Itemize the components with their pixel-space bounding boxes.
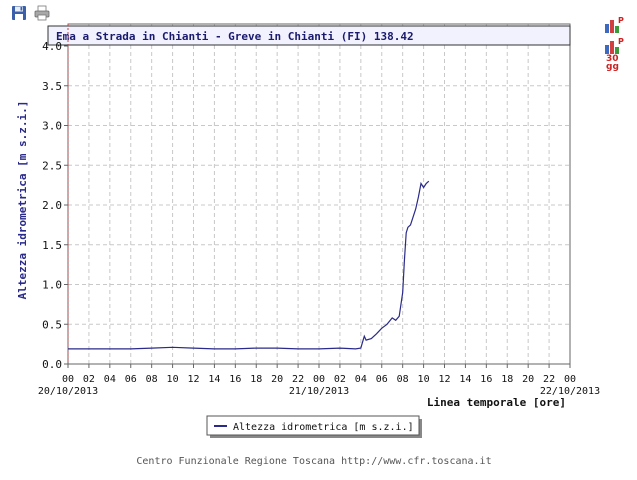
y-axis-label: Altezza idrometrica [m s.z.i.] — [16, 101, 29, 300]
x-axis-label: Linea temporale [ore] — [427, 396, 566, 409]
x-tick-label: 04 — [104, 374, 116, 385]
title-box — [47, 25, 571, 46]
icon-badge: P — [618, 37, 624, 46]
x-tick-label: 00 — [62, 374, 74, 385]
x-tick-label: 08 — [146, 374, 158, 385]
x-date-label: 22/10/2013 — [540, 386, 600, 397]
x-tick-label: 14 — [208, 374, 220, 385]
legend-label: Altezza idrometrica [m s.z.i.] — [233, 422, 414, 433]
x-tick-label: 04 — [355, 374, 367, 385]
x-tick-label: 16 — [229, 374, 241, 385]
side-label-30: 30 — [606, 54, 619, 64]
x-tick-label: 16 — [480, 374, 492, 385]
x-tick-label: 06 — [376, 374, 388, 385]
x-tick-label: 06 — [125, 374, 137, 385]
x-tick-label: 10 — [167, 374, 179, 385]
x-tick-label: 12 — [187, 374, 199, 385]
x-tick-label: 22 — [292, 374, 304, 385]
x-tick-label: 18 — [501, 374, 513, 385]
y-tick-label: 1.0 — [42, 279, 62, 292]
footer-credit: Centro Funzionale Regione Toscana http:/… — [136, 456, 491, 467]
y-tick-label: 3.0 — [42, 120, 62, 133]
x-tick-label: 08 — [397, 374, 409, 385]
x-tick-label: 18 — [250, 374, 262, 385]
x-tick-label: 22 — [543, 374, 555, 385]
y-tick-label: 0.5 — [42, 318, 62, 331]
x-tick-label: 00 — [564, 374, 576, 385]
chart-title: Ema a Strada in Chianti - Greve in Chian… — [56, 30, 414, 43]
x-tick-label: 14 — [459, 374, 471, 385]
y-tick-label: 1.5 — [42, 239, 62, 252]
side-label-gg: gg — [606, 62, 619, 72]
series-line — [68, 180, 430, 350]
printer-icon[interactable] — [34, 5, 50, 21]
bar-chart-30gg-icon[interactable]: P — [604, 37, 624, 55]
y-tick-label: 0.0 — [42, 358, 62, 371]
x-tick-label: 20 — [522, 374, 534, 385]
x-tick-label: 20 — [271, 374, 283, 385]
x-date-label: 20/10/2013 — [38, 386, 98, 397]
y-tick-label: 3.5 — [42, 80, 62, 93]
y-tick-label: 2.5 — [42, 159, 62, 172]
x-tick-label: 02 — [334, 374, 346, 385]
floppy-disk-icon[interactable] — [11, 5, 27, 21]
bar-chart-icon[interactable]: P — [604, 16, 624, 34]
y-tick-label: 4.0 — [42, 40, 62, 53]
x-tick-label: 10 — [418, 374, 430, 385]
x-tick-label: 00 — [313, 374, 325, 385]
legend — [206, 415, 420, 436]
x-tick-label: 02 — [83, 374, 95, 385]
y-tick-label: 2.0 — [42, 199, 62, 212]
x-tick-label: 12 — [438, 374, 450, 385]
x-date-label: 21/10/2013 — [289, 386, 349, 397]
icon-badge: P — [618, 16, 624, 25]
